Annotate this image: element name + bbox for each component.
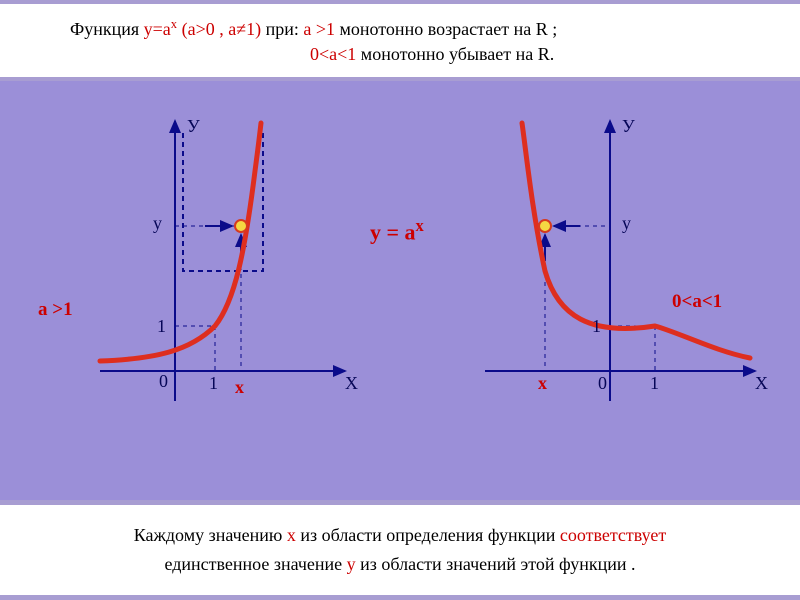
footer-y: у — [347, 554, 356, 574]
footer-t1: Каждому значению — [134, 525, 287, 545]
chart-increasing-svg — [95, 111, 355, 411]
exp-curve-increasing — [100, 123, 261, 361]
origin-label: 0 — [598, 373, 607, 394]
tick-1-x: 1 — [209, 373, 218, 394]
formula-y-eq-ax: y = ax — [370, 216, 424, 245]
point-x-label: x — [235, 377, 244, 398]
footer-t3a: единственное значение — [164, 554, 346, 574]
header-panel: Функция y=ax (a>0 , a≠1) при: a >1 монот… — [0, 0, 800, 81]
tick-1-y: 1 — [157, 316, 166, 337]
y-axis-label: У — [622, 116, 635, 137]
header-line-1: Функция y=ax (a>0 , a≠1) при: a >1 монот… — [70, 16, 770, 42]
header-formula-base: y=a — [144, 19, 171, 39]
header-cond-paren: (a>0 , a≠1) — [177, 19, 266, 39]
condition-a-gt-1: a >1 — [38, 299, 73, 321]
chart-decreasing: Х У 0 1 1 x y — [480, 111, 760, 416]
header-cond2-text: монотонно убывает на R. — [356, 44, 554, 64]
footer-match: соответствует — [560, 525, 666, 545]
header-cond1-a: a >1 — [303, 19, 335, 39]
formula-x-exp: x — [416, 216, 424, 235]
point-x-label: x — [538, 373, 547, 394]
formula-a: a — [405, 220, 416, 245]
highlight-point — [235, 220, 247, 232]
x-axis-label: Х — [345, 373, 358, 394]
chart-increasing: Х У 0 1 1 x y — [95, 111, 355, 416]
formula-y: y — [370, 220, 381, 245]
footer-t2: из области определения функции — [296, 525, 560, 545]
highlight-point — [539, 220, 551, 232]
point-y-label: y — [153, 213, 162, 234]
header-cond1-text: монотонно возрастает на R ; — [335, 19, 557, 39]
footer-panel: Каждому значению х из области определени… — [0, 500, 800, 600]
header-pri: при: — [266, 19, 304, 39]
header-prefix: Функция — [70, 19, 144, 39]
origin-label: 0 — [159, 371, 168, 392]
chart-area: a >1 0<a<1 y = ax — [0, 81, 800, 516]
tick-1-y: 1 — [592, 316, 601, 337]
exp-curve-decreasing — [522, 123, 750, 358]
tick-1-x: 1 — [650, 373, 659, 394]
header-line-2: 0<a<1 монотонно убывает на R. — [70, 42, 770, 67]
y-axis-label: У — [187, 116, 200, 137]
footer-line-1: Каждому значению х из области определени… — [20, 521, 780, 550]
point-y-label: y — [622, 213, 631, 234]
footer-t3b: из области значений этой функции . — [356, 554, 636, 574]
formula-eq: = — [381, 220, 405, 245]
x-axis-label: Х — [755, 373, 768, 394]
chart-decreasing-svg — [480, 111, 760, 411]
footer-line-2: единственное значение у из области значе… — [20, 550, 780, 579]
header-cond2-a: 0<a<1 — [310, 44, 356, 64]
footer-x: х — [287, 525, 296, 545]
